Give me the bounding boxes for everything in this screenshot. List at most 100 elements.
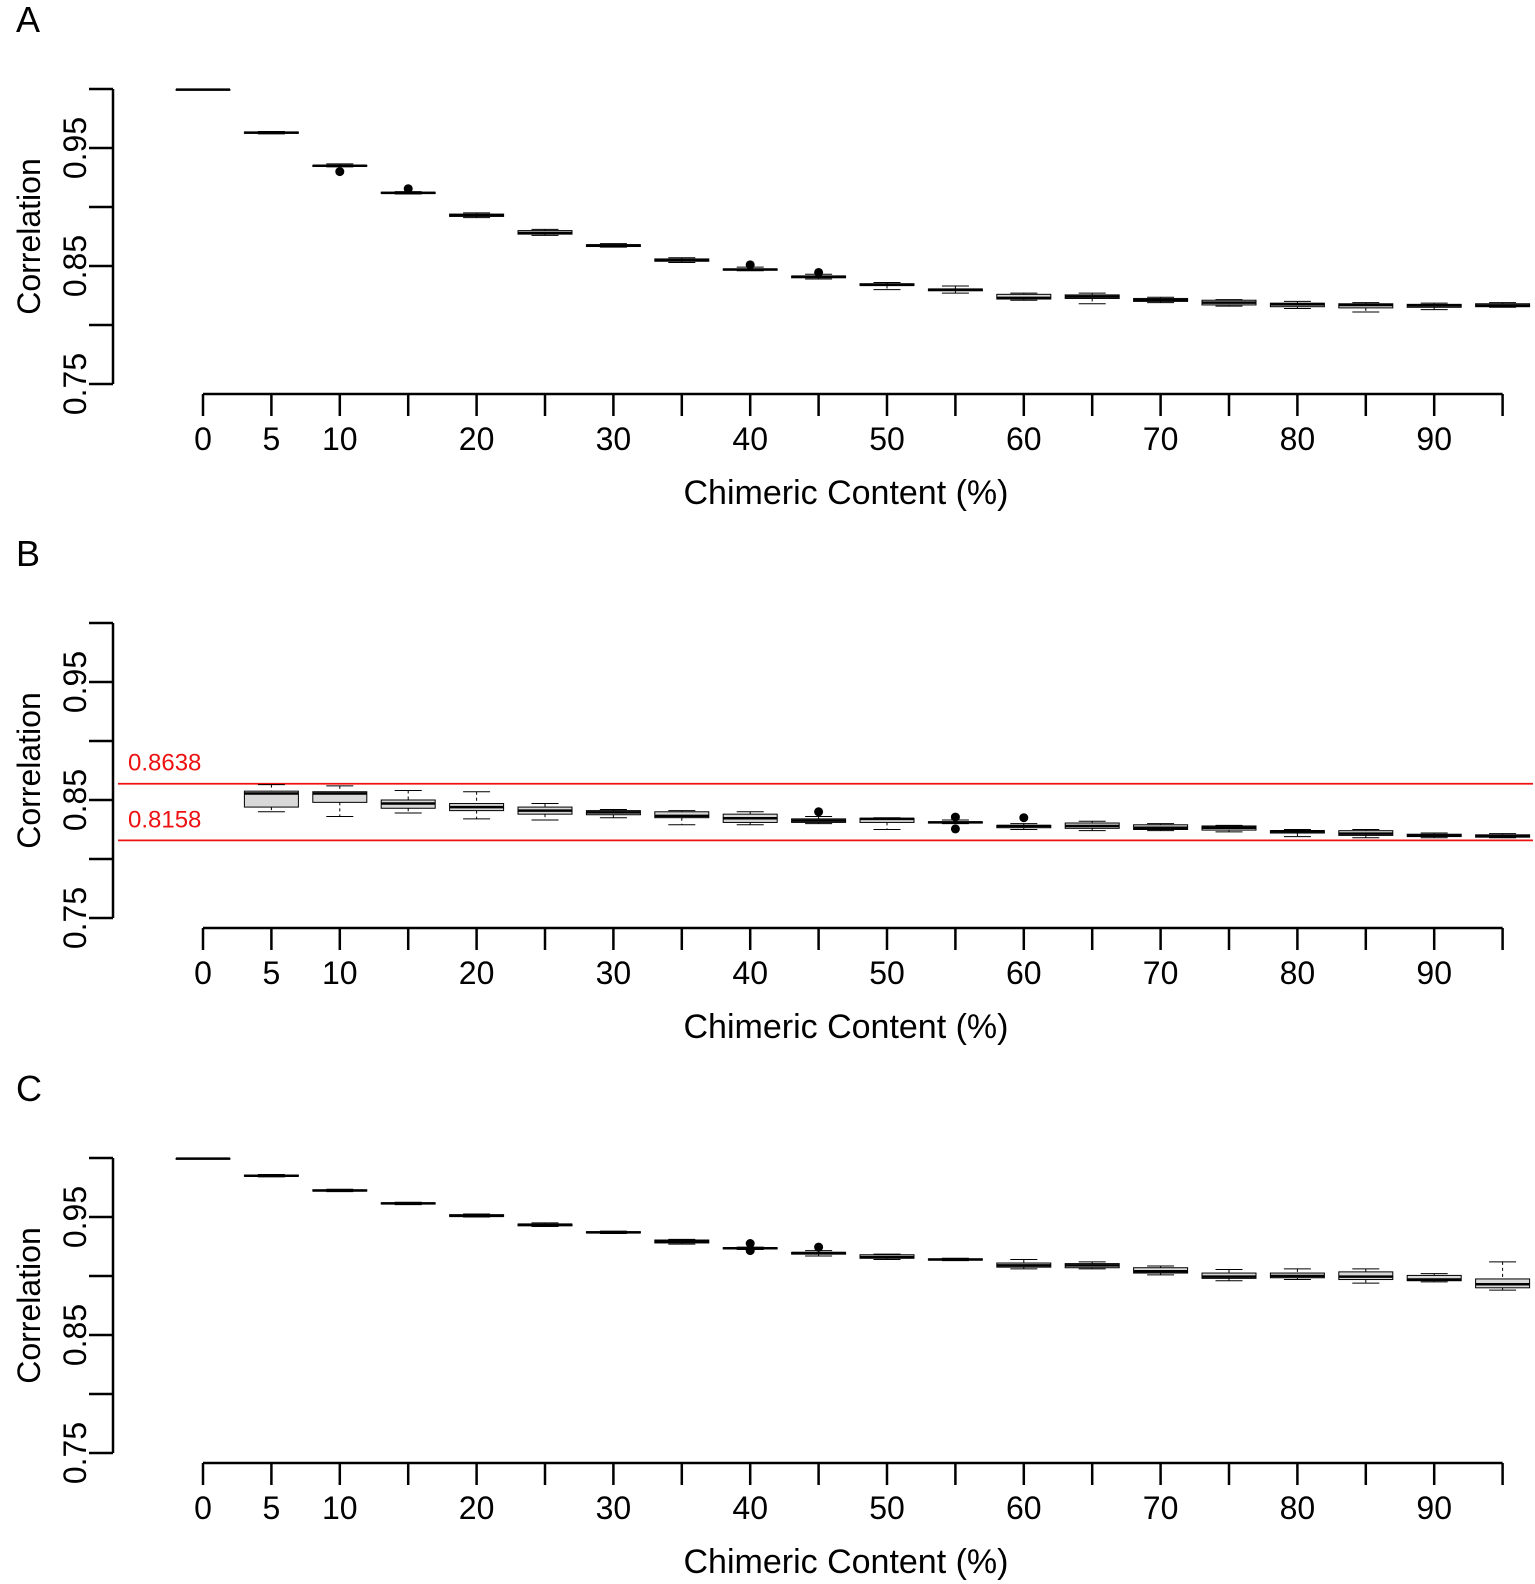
y-axis-label: Correlation	[11, 158, 47, 315]
outlier-point	[745, 1239, 755, 1249]
outlier-point	[335, 167, 345, 177]
x-tick-label: 10	[322, 421, 358, 457]
x-tick-label: 50	[869, 421, 905, 457]
x-tick-label: 70	[1143, 955, 1179, 991]
box-10	[312, 163, 368, 177]
box-45	[791, 807, 847, 825]
box-95	[1475, 833, 1531, 839]
box-5	[243, 1174, 299, 1178]
y-tick-label: 0.75	[57, 1422, 93, 1484]
panel-label: C	[16, 1068, 42, 1109]
box-30	[585, 1230, 641, 1235]
box-10	[312, 1188, 368, 1193]
box-35	[654, 1238, 710, 1245]
x-tick-label: 0	[194, 1490, 212, 1526]
box-40	[722, 1239, 778, 1256]
box-25	[517, 803, 573, 821]
box-40	[722, 260, 778, 272]
box-15	[380, 790, 436, 814]
x-axis-label: Chimeric Content (%)	[684, 1543, 1009, 1581]
x-tick-label: 40	[732, 1490, 768, 1526]
x-tick-label: 5	[263, 955, 281, 991]
box-25	[517, 228, 573, 236]
y-axis-label: Correlation	[11, 1227, 47, 1384]
x-tick-label: 40	[732, 955, 768, 991]
box-55	[927, 812, 983, 834]
x-tick-label: 60	[1006, 421, 1042, 457]
x-tick-label: 20	[459, 955, 495, 991]
x-tick-label: 60	[1006, 1490, 1042, 1526]
box-45	[791, 1242, 847, 1257]
box-90	[1406, 832, 1462, 839]
y-tick-label: 0.85	[57, 769, 93, 831]
box-85	[1338, 1268, 1394, 1284]
outlier-point	[950, 824, 960, 834]
panel-label: A	[16, 0, 40, 40]
x-tick-label: 80	[1280, 955, 1316, 991]
outlier-point	[745, 260, 755, 270]
box-20	[449, 1213, 505, 1218]
box-iqr	[243, 790, 299, 808]
box-70	[1133, 1265, 1189, 1276]
box-90	[1406, 302, 1462, 311]
box-80	[1269, 1268, 1325, 1281]
box-30	[585, 808, 641, 819]
x-tick-label: 30	[596, 1490, 632, 1526]
box-15	[380, 184, 436, 195]
box-50	[859, 1253, 915, 1260]
box-70	[1133, 823, 1189, 832]
outlier-point	[403, 184, 413, 194]
box-20	[449, 212, 505, 219]
x-tick-label: 30	[596, 955, 632, 991]
y-tick-label: 0.85	[57, 1304, 93, 1366]
y-tick-label: 0.95	[57, 651, 93, 713]
reference-line-label: 0.8638	[128, 750, 201, 777]
box-60	[996, 292, 1052, 301]
x-tick-label: 50	[869, 955, 905, 991]
box-iqr	[312, 791, 368, 803]
panel-c: C 0.75 0.85 0.95 Correlation 0 5 10 20 30 40 50 60 70…	[11, 1068, 1531, 1581]
outlier-point	[950, 812, 960, 822]
box-5	[243, 784, 299, 813]
x-tick-label: 60	[1006, 955, 1042, 991]
x-tick-label: 5	[263, 421, 281, 457]
x-tick-label: 80	[1280, 1490, 1316, 1526]
box-90	[1406, 1273, 1462, 1283]
outlier-point	[1019, 813, 1029, 823]
box-95	[1475, 1261, 1531, 1291]
box-85	[1338, 829, 1394, 839]
box-75	[1201, 1269, 1257, 1282]
box-55	[927, 1257, 983, 1262]
y-tick-label: 0.95	[57, 117, 93, 179]
x-tick-label: 90	[1416, 421, 1452, 457]
y-tick-label: 0.95	[57, 1186, 93, 1248]
box-65	[1064, 1261, 1120, 1270]
x-tick-label: 70	[1143, 421, 1179, 457]
box-30	[585, 243, 641, 248]
box-95	[1475, 302, 1531, 308]
x-tick-label: 0	[194, 421, 212, 457]
box-50	[859, 282, 915, 291]
box-65	[1064, 820, 1120, 832]
box-60	[996, 1258, 1052, 1270]
x-tick-label: 80	[1280, 421, 1316, 457]
reference-line-label: 0.8158	[128, 806, 201, 833]
box-80	[1269, 829, 1325, 838]
box-75	[1201, 824, 1257, 833]
box-55	[927, 285, 983, 294]
box-50	[859, 817, 915, 830]
x-tick-label: 10	[322, 955, 358, 991]
y-tick-label: 0.75	[57, 887, 93, 949]
box-10	[312, 785, 368, 818]
box-35	[654, 257, 710, 263]
box-80	[1269, 300, 1325, 309]
box-15	[380, 1201, 436, 1206]
x-tick-label: 50	[869, 1490, 905, 1526]
x-tick-label: 30	[596, 421, 632, 457]
box-35	[654, 810, 710, 826]
outlier-point	[745, 1246, 755, 1256]
panel-b: B 0.75 0.85 0.95 Correlation 0 5 10 20 30 40 50 60 70…	[11, 533, 1533, 1046]
outlier-point	[814, 267, 824, 277]
box-5	[243, 130, 299, 135]
